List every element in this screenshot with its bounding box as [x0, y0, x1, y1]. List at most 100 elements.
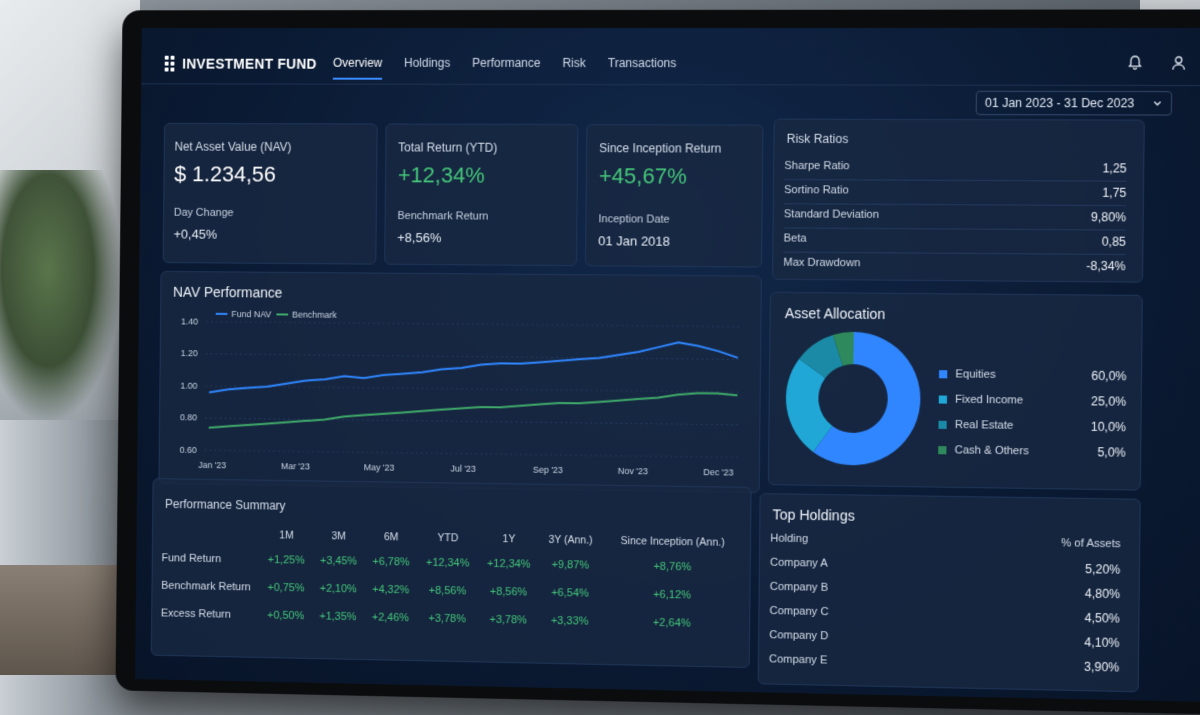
legend-swatch	[938, 421, 946, 429]
risk-row-label: Sharpe Ratio	[784, 160, 849, 174]
holding-row[interactable]: Company A 5,20%	[770, 557, 1120, 577]
risk-row: Beta 0,85	[783, 232, 1125, 255]
table-cell: +8,56%	[417, 577, 478, 606]
holding-name: Company E	[769, 653, 827, 668]
x-tick-label: Mar '23	[281, 461, 310, 471]
column-header: YTD	[417, 527, 478, 550]
y-tick-label: 1.00	[180, 381, 197, 391]
day-change-label: Day Change	[174, 207, 234, 219]
table-cell: +4,32%	[364, 576, 417, 605]
benchmark-return-value: +8,56%	[397, 230, 441, 245]
monitor-bezel: INVESTMENT FUND Overview Holdings Perfor…	[115, 9, 1200, 714]
legend-cash: Cash & Others5,0%	[938, 443, 1126, 460]
legend-label: Benchmark	[292, 310, 337, 320]
brand[interactable]: INVESTMENT FUND	[165, 56, 317, 72]
risk-row-value: 1,25	[1102, 161, 1126, 175]
risk-row: Max Drawdown-8,34%	[783, 257, 1125, 279]
date-range-select[interactable]: 01 Jan 2023 - 31 Dec 2023	[976, 91, 1172, 116]
legend-label: Equities	[955, 368, 995, 381]
tab-transactions[interactable]: Transactions	[608, 50, 677, 80]
risk-title: Risk Ratios	[787, 132, 849, 146]
tab-performance[interactable]: Performance	[472, 50, 541, 80]
legend-label: Fixed Income	[955, 394, 1023, 407]
allocation-title: Asset Allocation	[785, 305, 886, 322]
risk-row-value: -8,34%	[1086, 259, 1126, 274]
y-tick-label: 1.20	[181, 349, 198, 359]
table-cell: +3,33%	[539, 607, 601, 636]
tab-holdings[interactable]: Holdings	[404, 50, 451, 80]
column-header: 1Y	[478, 528, 539, 551]
column-header: 3M	[312, 525, 365, 548]
holding-value: 4,50%	[1084, 611, 1119, 626]
column-header: 3Y (Ann.)	[539, 529, 601, 552]
chevron-down-icon	[1152, 98, 1162, 108]
series-line-benchmark	[209, 388, 738, 435]
holding-value: 5,20%	[1085, 562, 1120, 577]
risk-row-label: Beta	[784, 232, 807, 246]
tab-overview[interactable]: Overview	[333, 50, 383, 80]
risk-row: Standard Deviation 9,80%	[784, 208, 1127, 230]
row-label: Excess Return	[160, 600, 260, 630]
gridline	[205, 386, 741, 392]
x-tick-label: Dec '23	[703, 467, 734, 478]
legend-swatch	[939, 395, 947, 403]
holding-row[interactable]: Company C 4,50%	[769, 605, 1119, 626]
row-label: Fund Return	[160, 544, 260, 573]
legend-real-estate: Real Estate10,0%	[938, 418, 1126, 435]
date-range-value: 01 Jan 2023 - 31 Dec 2023	[985, 96, 1135, 111]
holding-value: 3,90%	[1084, 660, 1119, 675]
gridline	[206, 322, 742, 327]
holdings-title: Top Holdings	[773, 506, 855, 523]
legend-swatch	[939, 370, 947, 378]
nav-value: $ 1.234,56	[174, 161, 276, 187]
assets-col-header: % of Assets	[1061, 537, 1121, 550]
table-cell: +12,34%	[417, 549, 478, 578]
inception-date-value: 01 Jan 2018	[598, 233, 670, 249]
background-plant	[0, 170, 120, 420]
performance-summary-table: 1M 3M 6M YTD 1Y 3Y (Ann.) Since Inceptio…	[160, 523, 744, 639]
table-cell: +2,64%	[601, 608, 744, 639]
holding-name: Company B	[770, 581, 828, 596]
holding-row[interactable]: Company D4,10%	[769, 629, 1119, 650]
table-cell: +8,56%	[478, 578, 539, 607]
series-line-fund-nav	[209, 338, 738, 399]
risk-row-label: Sortino Ratio	[784, 184, 849, 198]
table-cell: +2,10%	[312, 575, 365, 604]
table-cell: +12,34%	[478, 550, 539, 579]
bell-icon[interactable]	[1127, 54, 1144, 70]
holding-row[interactable]: Company E 3,90%	[769, 653, 1119, 674]
day-change-value: +0,45%	[174, 227, 218, 242]
holding-row[interactable]: Company B4,80%	[770, 581, 1120, 601]
holding-name: Company C	[769, 605, 828, 620]
x-tick-label: Jan '23	[198, 460, 226, 470]
y-tick-label: 0.60	[180, 445, 197, 455]
table-cell: +6,12%	[601, 580, 744, 611]
table-cell: +6,78%	[365, 548, 418, 577]
risk-ratios-card: Risk Ratios Sharpe Ratio 1,25 Sortino Rat…	[772, 119, 1145, 283]
holding-name: Company A	[770, 557, 828, 572]
total-return-card: Total Return (YTD) +12,34% Benchmark Ret…	[384, 123, 578, 266]
column-header: 1M	[260, 524, 312, 547]
holding-col-header: Holding	[770, 532, 808, 545]
top-holdings-card: Top Holdings Holding % of Assets Company …	[758, 493, 1141, 692]
risk-row-value: 9,80%	[1091, 210, 1126, 224]
nav-label: Net Asset Value (NAV)	[174, 140, 291, 154]
benchmark-return-label: Benchmark Return	[397, 210, 488, 222]
legend-value: 25,0%	[1091, 394, 1126, 409]
x-tick-label: Sep '23	[533, 465, 563, 476]
table-cell: +3,45%	[312, 547, 365, 576]
inception-return-label: Since Inception Return	[599, 141, 721, 156]
table-cell: +1,35%	[312, 602, 365, 631]
risk-row-label: Standard Deviation	[784, 208, 879, 223]
user-icon[interactable]	[1170, 54, 1187, 70]
inception-return-value: +45,67%	[599, 163, 687, 189]
asset-allocation-card: Asset Allocation Equities60,0% Fixed Inc…	[768, 292, 1143, 491]
table-cell: +8,76%	[601, 552, 744, 583]
top-icons	[1127, 54, 1187, 70]
risk-row-value: 0,85	[1102, 234, 1126, 248]
row-label: Benchmark Return	[160, 572, 260, 601]
tab-risk[interactable]: Risk	[562, 50, 586, 80]
x-tick-label: May '23	[364, 462, 395, 472]
risk-row: Sortino Ratio1,75	[784, 184, 1127, 206]
holdings-header: Holding % of Assets	[770, 532, 1120, 550]
